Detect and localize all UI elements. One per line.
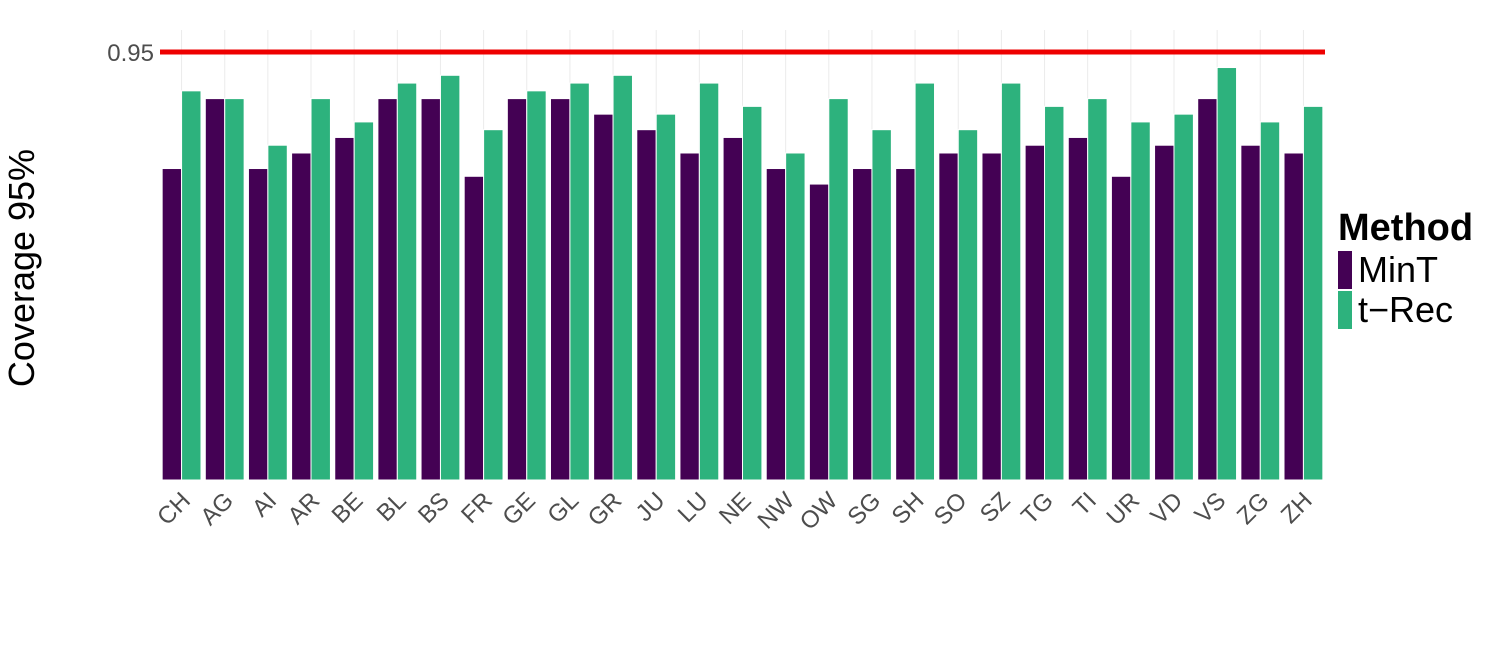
bar-fr-mint (463, 175, 485, 481)
bar-sz-trec (1000, 82, 1022, 481)
x-tick-label-be: BE (327, 487, 369, 529)
bar-nw-mint (765, 168, 787, 481)
bar-ag-mint (204, 98, 226, 481)
bar-gl-trec (569, 82, 590, 481)
bar-ti-trec (1087, 98, 1108, 481)
bar-bl-mint (377, 98, 398, 481)
bar-sg-trec (871, 129, 892, 481)
bar-ar-mint (291, 152, 312, 481)
bar-vs-trec (1216, 67, 1238, 481)
bar-zh-mint (1283, 152, 1304, 481)
bar-ne-trec (742, 105, 763, 481)
bar-vd-trec (1173, 113, 1194, 481)
bar-ow-trec (828, 98, 849, 481)
x-tick-label-nw: NW (753, 487, 801, 535)
bar-ai-trec (267, 144, 288, 481)
bar-ur-trec (1130, 121, 1151, 481)
bar-be-trec (353, 121, 375, 481)
x-tick-label-gl: GL (542, 487, 584, 529)
bar-lu-trec (698, 82, 720, 481)
x-tick-label-sz: SZ (975, 487, 1016, 528)
x-tick-label-ow: OW (795, 487, 844, 536)
legend-key-mint (1338, 251, 1352, 289)
x-tick-label-zh: ZH (1276, 487, 1318, 529)
bars (161, 67, 1324, 481)
bar-ne-mint (722, 136, 743, 481)
bar-tg-trec (1044, 105, 1065, 481)
x-tick-label-sg: SG (843, 487, 887, 531)
legend: Method MinT t−Rec (1338, 206, 1473, 330)
bar-ch-mint (161, 168, 183, 481)
x-tick-label-vd: VD (1146, 487, 1189, 530)
bar-sh-trec (914, 82, 936, 481)
bar-gr-mint (593, 113, 614, 481)
bar-ag-trec (224, 98, 245, 481)
x-tick-label-ge: GE (497, 487, 541, 531)
bar-nw-trec (785, 152, 806, 481)
bar-fr-trec (483, 129, 504, 481)
bar-zg-trec (1259, 121, 1281, 481)
x-tick-label-ag: AG (195, 487, 239, 531)
x-tick-label-ur: UR (1101, 487, 1145, 531)
bar-ti-mint (1067, 136, 1089, 481)
x-tick-label-tg: TG (1016, 487, 1059, 530)
bar-lu-mint (679, 152, 700, 481)
bar-so-trec (957, 129, 979, 481)
bar-ge-mint (506, 98, 528, 481)
legend-item-trec: t−Rec (1338, 289, 1473, 330)
bar-be-mint (334, 136, 355, 481)
x-tick-label-ti: TI (1068, 487, 1102, 521)
bar-so-mint (938, 152, 959, 481)
y-axis-ticks: 0.95 (107, 40, 154, 67)
x-tick-label-fr: FR (456, 487, 498, 529)
x-tick-label-so: SO (929, 487, 973, 531)
bar-zg-mint (1240, 144, 1261, 481)
x-tick-label-bl: BL (372, 487, 412, 527)
bar-ju-trec (655, 113, 677, 481)
bar-vd-mint (1154, 144, 1175, 481)
bar-sg-mint (852, 168, 873, 481)
x-tick-label-lu: LU (673, 487, 714, 528)
bar-sh-mint (895, 168, 916, 481)
legend-label-mint: MinT (1358, 249, 1438, 290)
legend-item-mint: MinT (1338, 249, 1473, 290)
legend-key-trec (1338, 291, 1352, 329)
bar-zh-trec (1302, 105, 1324, 481)
bar-ar-trec (310, 98, 331, 481)
bar-ai-mint (247, 168, 269, 481)
x-tick-label-ne: NE (714, 487, 757, 530)
y-tick-label: 0.95 (107, 40, 154, 67)
bar-ge-trec (526, 90, 547, 481)
bar-bs-mint (420, 98, 441, 481)
x-tick-label-ai: AI (247, 487, 282, 522)
bar-bs-trec (439, 74, 461, 481)
bar-ch-trec (181, 90, 202, 481)
x-tick-label-ju: JU (631, 487, 671, 527)
bar-ur-mint (1110, 175, 1132, 481)
bar-ow-mint (808, 183, 830, 481)
bar-tg-mint (1024, 144, 1046, 481)
x-tick-label-ar: AR (283, 487, 326, 530)
x-tick-label-gr: GR (583, 487, 628, 532)
x-tick-label-zg: ZG (1232, 487, 1275, 530)
bar-vs-mint (1197, 98, 1218, 481)
bar-gr-trec (612, 74, 633, 481)
y-axis-label: Coverage 95% (1, 149, 42, 387)
x-tick-label-sh: SH (887, 487, 930, 530)
x-tick-label-bs: BS (413, 487, 455, 529)
bar-gl-mint (549, 98, 571, 481)
legend-title: Method (1338, 207, 1474, 249)
legend-label-trec: t−Rec (1358, 289, 1454, 330)
x-tick-label-ch: CH (152, 487, 196, 531)
x-tick-label-vs: VS (1190, 487, 1232, 529)
bar-bl-trec (396, 82, 418, 481)
bar-sz-mint (981, 152, 1002, 481)
bar-ju-mint (636, 129, 657, 481)
